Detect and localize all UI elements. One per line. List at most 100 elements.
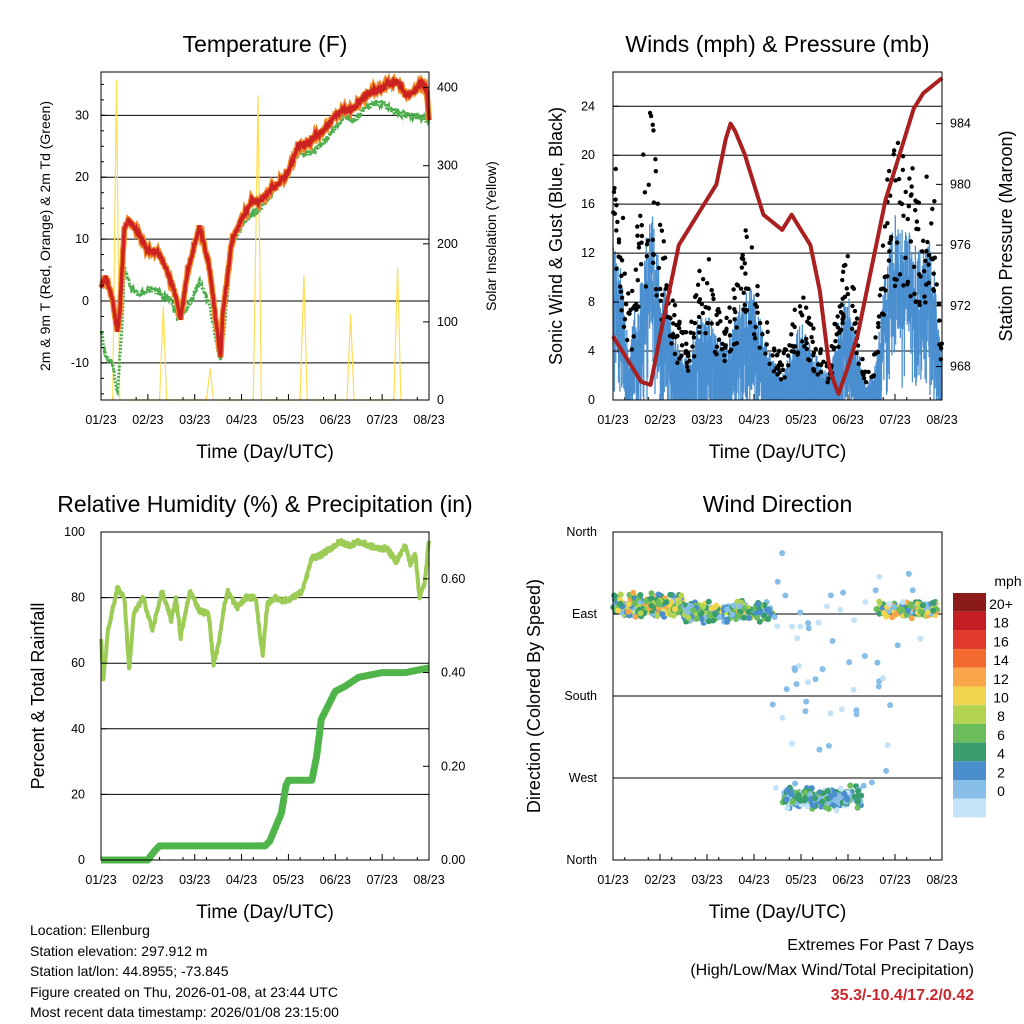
precip-ytick-label: 0.60 [441, 572, 465, 586]
gust-point [894, 240, 900, 245]
gust-point [623, 302, 629, 307]
direction-point [724, 606, 731, 613]
gust-point [910, 166, 915, 171]
gust-point [886, 258, 892, 263]
gust-point [679, 343, 685, 348]
gust-point [932, 199, 937, 204]
gust-point [697, 330, 702, 335]
gust-point [672, 302, 678, 308]
gust-point [650, 122, 655, 127]
gust-point [763, 351, 768, 356]
wind-xtick-label: 08/23 [926, 413, 957, 427]
direction-point [765, 616, 772, 623]
direction-point [631, 600, 638, 607]
gust-point [774, 353, 780, 358]
gust-point [845, 291, 851, 297]
legend-label: 8 [997, 708, 1005, 724]
direction-point [919, 602, 926, 609]
gust-point [752, 336, 758, 341]
direction-points [610, 550, 941, 814]
gust-point [613, 197, 618, 202]
gust-point [627, 311, 632, 316]
gust-point [833, 322, 838, 327]
gust-point [753, 324, 758, 330]
gust-point [716, 337, 722, 342]
direction-point [875, 683, 882, 690]
gust-point [901, 213, 906, 218]
direction-point [659, 611, 666, 618]
direction-point [819, 798, 826, 805]
direction-point [884, 742, 891, 748]
solar-ytick-label: 200 [437, 237, 458, 251]
legend-label: 2 [997, 764, 1005, 780]
gust-point [772, 348, 777, 353]
wind-xtick-label: 05/23 [785, 413, 816, 427]
temp-ytick-label: 20 [75, 170, 89, 184]
gust-point [658, 286, 663, 292]
legend-label: 16 [993, 633, 1009, 649]
gust-point [700, 310, 706, 316]
extremes-subtitle: (High/Low/Max Wind/Total Precipitation) [690, 962, 974, 979]
gust-point [685, 364, 690, 369]
direction-point [683, 606, 690, 613]
gust-point [920, 238, 926, 244]
wind-xlabel: Time (Day/UTC) [709, 442, 847, 463]
gust-point [913, 207, 918, 213]
gust-point [683, 348, 689, 354]
gust-point [749, 245, 755, 250]
direction-point [783, 796, 790, 803]
gust-point [840, 312, 846, 317]
gust-point [733, 309, 738, 315]
gust-point [675, 360, 680, 365]
direction-point [846, 659, 853, 666]
gust-point [676, 325, 682, 331]
gust-point [813, 346, 818, 352]
gust-point [852, 308, 858, 314]
gust-point [615, 219, 620, 225]
direction-point [614, 607, 621, 614]
legend-swatch [953, 705, 986, 724]
direction-point [930, 599, 937, 606]
gust-point [643, 284, 649, 289]
rh-frame [100, 531, 430, 861]
direction-point [802, 708, 809, 715]
gust-point [723, 343, 728, 348]
temp-xtick-label: 07/23 [367, 413, 398, 427]
gust-point [696, 314, 702, 320]
wind-ytick-label: 8 [588, 295, 595, 309]
direction-point [648, 590, 655, 597]
legend-label: 0 [997, 783, 1005, 799]
rh-panel: Relative Humidity (%) & Precipitation (i… [28, 491, 473, 923]
gust-point [695, 282, 701, 287]
gust-point [644, 242, 650, 247]
dir-xtick-label: 01/23 [597, 873, 628, 887]
gust-point [632, 303, 637, 309]
gust-point [896, 176, 902, 182]
direction-point [784, 805, 791, 812]
direction-point [827, 710, 834, 717]
gust-point [722, 358, 727, 364]
direction-point [844, 796, 851, 803]
temp-ylabel: 2m & 9m T (Red, Orange) & 2m Td (Green) [37, 101, 53, 371]
gust-point [686, 353, 691, 358]
rh-xtick-label: 05/23 [273, 873, 304, 887]
direction-point [832, 797, 839, 804]
gust-point [757, 320, 763, 326]
gust-point [664, 283, 669, 288]
gust-point [778, 377, 784, 382]
gust-point [879, 311, 885, 316]
gust-point [804, 340, 809, 346]
gust-point [714, 312, 719, 318]
gust-point [672, 313, 677, 318]
direction-point [809, 802, 816, 809]
dir-xtick-label: 03/23 [691, 873, 722, 887]
gust-point [931, 271, 936, 276]
direction-point [637, 610, 644, 617]
direction-point [617, 600, 624, 607]
precip-ytick-label: 0.00 [441, 853, 465, 867]
gust-point [878, 287, 884, 292]
rh-ytick-label: 0 [78, 853, 85, 867]
gust-point [924, 282, 929, 287]
gust-point [917, 272, 922, 277]
gust-point [818, 350, 823, 356]
